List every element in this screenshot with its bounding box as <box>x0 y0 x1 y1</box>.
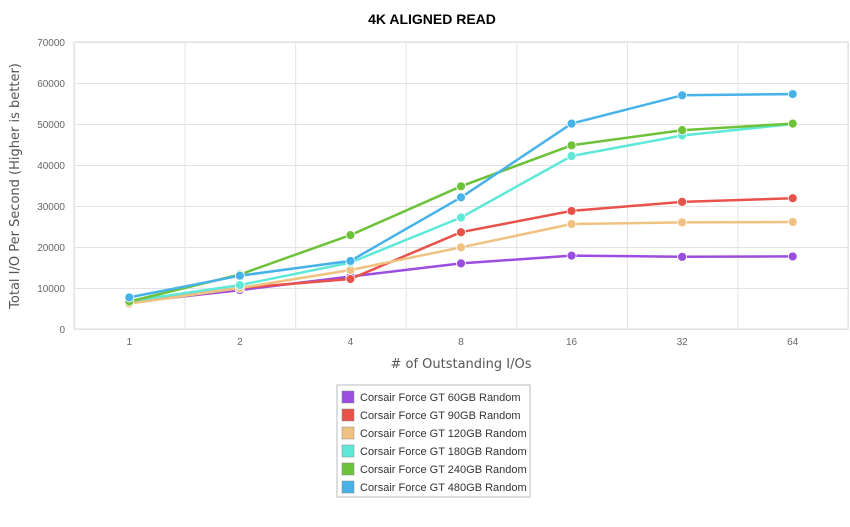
x-axis-label: # of Outstanding I/Os <box>390 357 531 372</box>
data-point <box>456 181 466 192</box>
data-point <box>456 242 466 253</box>
data-point <box>456 212 466 223</box>
y-tick-label: 70000 <box>37 38 65 49</box>
series-line <box>129 122 793 303</box>
data-point <box>566 118 577 129</box>
data-point <box>566 219 577 229</box>
data-point <box>677 196 688 207</box>
legend-swatch <box>341 408 355 422</box>
y-tick-label: 20000 <box>37 243 65 254</box>
legend-swatch <box>341 426 355 440</box>
legend-entry: Corsair Force GT 60GB Random <box>360 392 521 404</box>
y-tick-label: 10000 <box>37 284 65 295</box>
y-tick-label: 60000 <box>37 79 65 90</box>
y-tick-label: 40000 <box>37 161 65 172</box>
series-layer <box>124 89 798 309</box>
legend-swatch <box>341 444 355 458</box>
y-axis-label: Total I/O Per Second (Higher is better) <box>8 63 23 310</box>
data-point <box>234 280 245 291</box>
data-point <box>787 118 798 129</box>
data-point <box>234 270 245 281</box>
x-tick-label: 32 <box>677 337 689 348</box>
x-tick-label: 64 <box>787 337 799 348</box>
x-tick-label: 1 <box>127 337 133 348</box>
data-point <box>345 256 356 266</box>
series-group <box>124 89 798 303</box>
y-axis-ticks: 0 10000 20000 30000 40000 50000 60000 70000 <box>37 38 65 336</box>
x-tick-label: 8 <box>458 337 464 348</box>
legend-box <box>336 384 531 498</box>
legend-entry: Corsair Force GT 240GB Random <box>360 464 527 476</box>
legend-entry: Corsair Force GT 480GB Random <box>360 482 527 494</box>
data-point <box>566 151 577 161</box>
data-point <box>677 251 688 262</box>
data-point <box>124 292 135 303</box>
y-tick-label: 30000 <box>37 202 65 213</box>
y-tick-label: 50000 <box>37 120 65 131</box>
data-point <box>345 274 356 284</box>
data-point <box>566 206 577 216</box>
legend-swatch <box>341 480 355 494</box>
data-point <box>787 251 798 262</box>
data-point <box>787 217 798 227</box>
legend-swatch <box>341 462 355 476</box>
x-tick-label: 16 <box>566 337 578 348</box>
data-point <box>787 193 798 204</box>
legend-entry: Corsair Force GT 120GB Random <box>360 428 527 440</box>
data-point <box>345 230 356 241</box>
data-point <box>677 217 688 228</box>
x-tick-label: 2 <box>237 337 243 348</box>
data-point <box>456 192 466 203</box>
data-point <box>456 227 466 238</box>
series-line <box>129 122 793 303</box>
data-point <box>677 125 688 136</box>
legend: Corsair Force GT 60GB Random Corsair Forc… <box>336 384 531 498</box>
data-point <box>566 250 577 261</box>
y-tick-label: 0 <box>59 325 65 336</box>
legend-entry: Corsair Force GT 90GB Random <box>360 410 521 422</box>
data-point <box>566 140 577 151</box>
chart-title: 4K ALIGNED READ <box>368 11 496 27</box>
data-point <box>456 258 466 269</box>
legend-entry: Corsair Force GT 180GB Random <box>360 446 527 458</box>
legend-swatch <box>341 390 355 404</box>
x-tick-label: 4 <box>348 337 354 348</box>
data-point <box>787 89 798 99</box>
x-axis-ticks: 1 2 4 8 16 32 64 <box>127 337 799 348</box>
data-point <box>677 90 688 101</box>
